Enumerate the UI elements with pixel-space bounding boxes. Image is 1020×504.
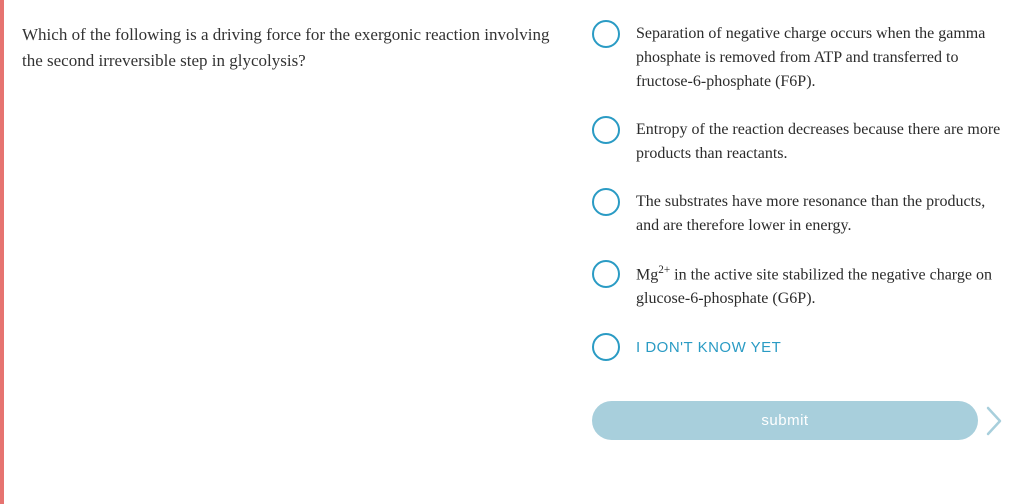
radio-icon — [592, 20, 620, 48]
radio-icon — [592, 260, 620, 288]
submit-row: submit — [592, 401, 1004, 440]
left-accent-border — [0, 0, 4, 504]
answer-option[interactable]: Entropy of the reaction decreases becaus… — [592, 116, 1004, 166]
option-text: Entropy of the reaction decreases becaus… — [636, 116, 1004, 166]
answer-option[interactable]: Separation of negative charge occurs whe… — [592, 20, 1004, 94]
radio-icon — [592, 333, 620, 361]
submit-button[interactable]: submit — [592, 401, 978, 440]
question-text: Which of the following is a driving forc… — [22, 22, 572, 75]
question-column: Which of the following is a driving forc… — [22, 16, 592, 488]
main-container: Which of the following is a driving forc… — [0, 0, 1020, 504]
answers-column: Separation of negative charge occurs whe… — [592, 16, 1004, 488]
option-text-idk: I DON'T KNOW YET — [636, 333, 781, 360]
chevron-right-icon — [986, 406, 1004, 436]
option-text: The substrates have more resonance than … — [636, 188, 1004, 238]
answer-option[interactable]: Mg2+ in the active site stabilized the n… — [592, 260, 1004, 311]
option-text: Separation of negative charge occurs whe… — [636, 20, 1004, 94]
answer-option-idk[interactable]: I DON'T KNOW YET — [592, 333, 1004, 361]
radio-icon — [592, 188, 620, 216]
radio-icon — [592, 116, 620, 144]
option-text: Mg2+ in the active site stabilized the n… — [636, 260, 1004, 311]
answer-option[interactable]: The substrates have more resonance than … — [592, 188, 1004, 238]
